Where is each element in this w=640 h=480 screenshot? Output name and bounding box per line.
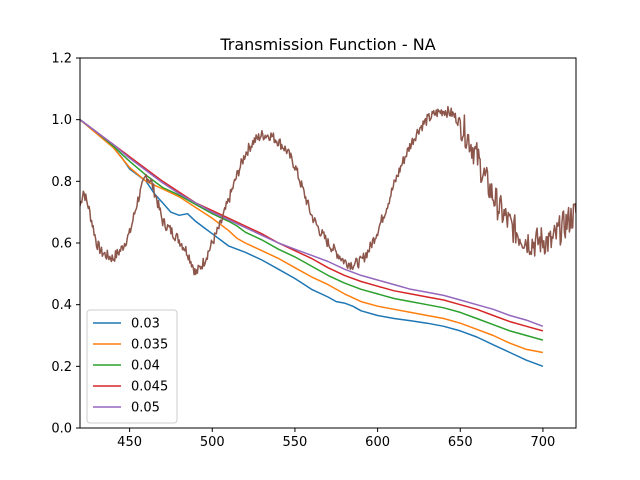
legend-label-0.03: 0.03 (131, 317, 160, 332)
y-tick-label: 1.0 (51, 113, 72, 128)
x-tick-label: 700 (531, 435, 556, 450)
chart-title: Transmission Function - NA (219, 35, 435, 54)
x-tick-label: 600 (365, 435, 390, 450)
series-line-trace-5 (80, 105, 576, 276)
y-axis: 0.0 0.2 0.4 0.6 0.8 1.0 1.2 (51, 52, 80, 437)
x-axis: 450 500 550 600 650 700 (117, 428, 555, 450)
series-line-0.04 (80, 119, 544, 341)
x-tick-label: 650 (448, 435, 473, 450)
x-tick-label: 500 (200, 435, 225, 450)
legend-label-0.05: 0.05 (131, 401, 160, 416)
y-tick-label: 0.4 (51, 298, 72, 313)
y-tick-label: 0.0 (51, 422, 72, 437)
legend-label-0.04: 0.04 (131, 359, 160, 374)
series-line-0.05 (80, 119, 544, 328)
legend-label-0.035: 0.035 (131, 338, 168, 353)
x-tick-label: 550 (283, 435, 308, 450)
series-line-0.035 (80, 119, 544, 354)
y-tick-label: 0.2 (51, 360, 72, 375)
y-tick-label: 0.8 (51, 175, 72, 190)
y-tick-label: 1.2 (51, 52, 72, 67)
series-line-0.045 (80, 119, 544, 332)
x-tick-label: 450 (117, 435, 142, 450)
lines-layer (80, 105, 576, 368)
legend-label-0.045: 0.045 (131, 380, 168, 395)
y-tick-label: 0.6 (51, 237, 72, 252)
legend: 0.03 0.035 0.04 0.045 0.05 (86, 309, 178, 424)
legend-box (86, 309, 178, 424)
series-line-0.03 (80, 119, 544, 368)
